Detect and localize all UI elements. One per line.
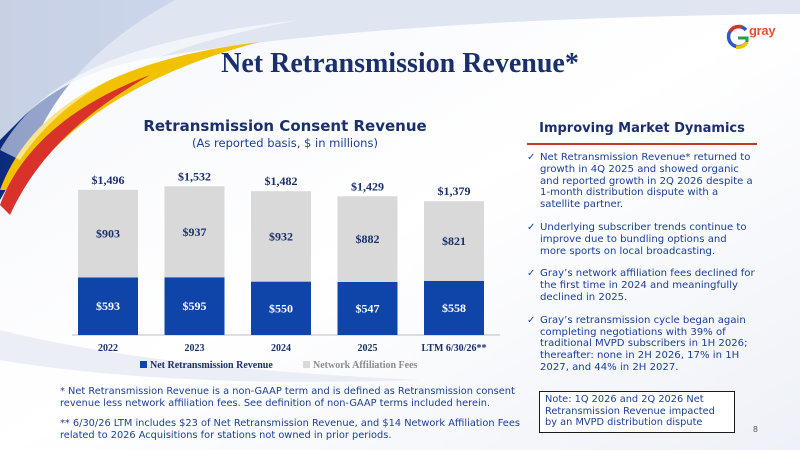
bar-network-affiliation	[164, 186, 225, 278]
data-label-net: $595	[183, 299, 207, 313]
bar-net-retransmission	[424, 280, 484, 335]
market-dynamics-list: ✓ Net Retransmission Revenue* returned to…	[527, 152, 755, 385]
x-tick-label: 2023	[185, 343, 205, 354]
legend-swatch-fees	[303, 361, 310, 368]
bar-net-retransmission	[164, 277, 225, 335]
gray-logo: gray	[726, 22, 788, 56]
x-tick-label: 2025	[358, 343, 378, 354]
bullet-text: Net Retransmission Revenue* returned to …	[540, 152, 753, 211]
data-label-total: $1,482	[265, 174, 298, 188]
legend-swatch-net	[140, 361, 147, 368]
swoosh-light	[0, 20, 300, 160]
legend-label-fees: Network Affiliation Fees	[313, 360, 418, 371]
slide-title: Net Retransmission Revenue*	[221, 48, 579, 79]
x-tick-label: 2024	[271, 343, 291, 354]
data-label-net: $550	[269, 301, 293, 315]
chart-title: Retransmission Consent Revenue	[143, 117, 427, 135]
page-number: 8	[752, 425, 758, 434]
swoosh-top	[0, 0, 800, 140]
data-label-total: $1,379	[438, 184, 471, 198]
data-label-net: $593	[96, 299, 120, 313]
bar-network-affiliation	[337, 196, 398, 282]
checkmark-icon: ✓	[527, 314, 536, 326]
stacked-bar-chart: $593 $903 $1,496 2022 $595 $937 $1,532 2023 $550…	[72, 169, 500, 371]
chart-subtitle: (As reported basis, $ in millions)	[192, 136, 378, 150]
data-label-net: $558	[442, 301, 466, 315]
data-label-fees: $821	[442, 234, 466, 248]
list-item: ✓ Underlying subscriber trends continue t…	[527, 222, 755, 257]
bullet-text: Gray’s network affiliation fees declined…	[540, 268, 755, 303]
bar-net-retransmission	[78, 277, 138, 335]
list-item: ✓ Gray’s network affiliation fees decline…	[527, 268, 755, 303]
bar-network-affiliation	[424, 201, 484, 281]
panel-title-rule	[527, 143, 757, 145]
bullet-text: Underlying subscriber trends continue to…	[540, 221, 747, 257]
footnote-non-gaap: * Net Retransmission Revenue is a non-GA…	[60, 386, 515, 409]
footnote-ltm: ** 6/30/26 LTM includes $23 of Net Retra…	[60, 418, 520, 441]
bar-network-affiliation	[251, 191, 311, 282]
gray-logo-icon	[726, 24, 749, 49]
note-box: Note: 1Q 2026 and 2Q 2026 Net Retransmis…	[539, 391, 735, 433]
bar-net-retransmission	[251, 281, 311, 335]
checkmark-icon: ✓	[527, 268, 536, 280]
data-label-total: $1,496	[92, 173, 125, 187]
data-label-fees: $937	[183, 225, 207, 239]
data-label-fees: $882	[356, 232, 380, 246]
logo-text: gray	[749, 23, 776, 38]
list-item: ✓ Gray’s retransmission cycle began again…	[527, 315, 755, 374]
bullet-text: Gray’s retransmission cycle began again …	[540, 314, 748, 373]
x-tick-label: LTM 6/30/26**	[422, 343, 487, 354]
panel-title: Improving Market Dynamics	[539, 121, 745, 136]
data-label-total: $1,532	[178, 169, 211, 183]
checkmark-icon: ✓	[527, 152, 536, 163]
legend-label-net: Net Retransmission Revenue	[150, 360, 273, 371]
checkmark-icon: ✓	[527, 221, 536, 233]
x-tick-label: 2022	[98, 343, 118, 354]
data-label-net: $547	[356, 301, 380, 315]
data-label-total: $1,429	[351, 179, 384, 193]
list-item: ✓ Net Retransmission Revenue* returned to…	[527, 152, 755, 211]
bar-network-affiliation	[78, 189, 138, 278]
data-label-fees: $903	[96, 227, 120, 241]
swoosh-bottom	[0, 330, 420, 382]
data-label-fees: $932	[269, 229, 293, 243]
bar-net-retransmission	[337, 281, 398, 335]
swoosh-red	[0, 75, 150, 215]
